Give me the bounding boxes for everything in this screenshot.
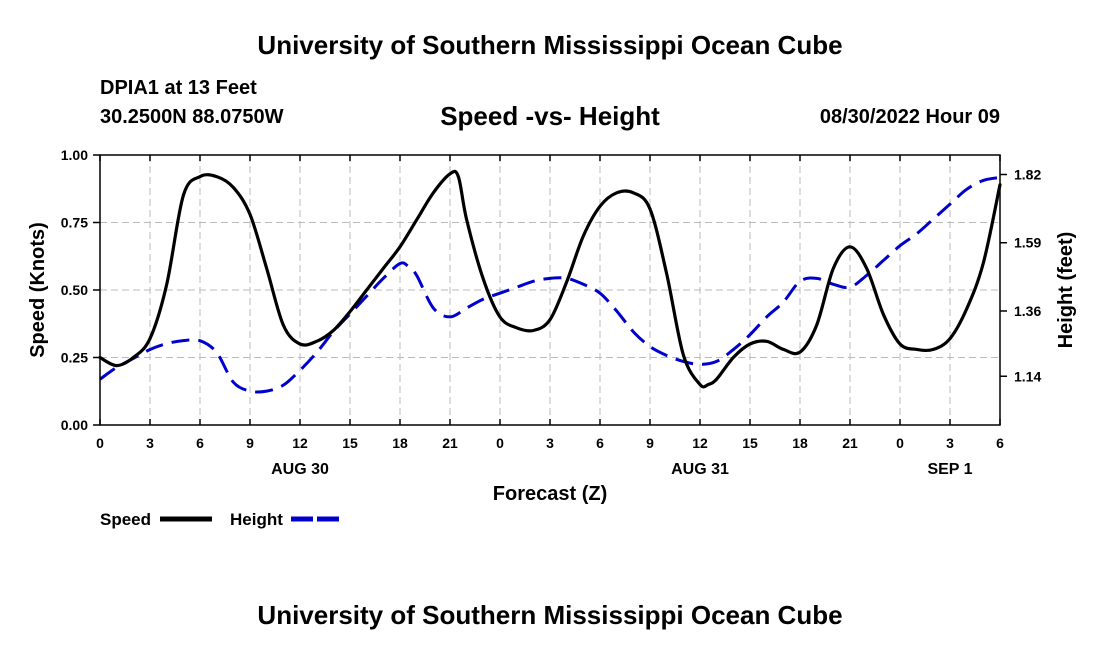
chart-title: Speed -vs- Height [440,101,660,131]
y-axis-title: Speed (Knots) [27,222,49,358]
x-tick-label: 3 [146,435,154,451]
x-tick-label: 12 [292,435,308,451]
legend-height-label: Height [230,510,283,529]
x-tick-label: 12 [692,435,708,451]
x-tick-label: 0 [496,435,504,451]
x-tick-label: 3 [546,435,554,451]
x-date-label: SEP 1 [927,461,972,478]
x-tick-label: 9 [646,435,654,451]
grid [100,155,1000,425]
y-tick-label: 1.00 [61,147,88,163]
x-tick-label: 9 [246,435,254,451]
y2-tick-label: 1.82 [1014,166,1041,182]
x-tick-label: 18 [792,435,808,451]
station-name: DPIA1 at 13 Feet [100,77,257,99]
x-tick-label: 0 [896,435,904,451]
y2-axis-title: Height (feet) [1055,232,1077,349]
legend: Speed Height [100,510,343,529]
y-tick-label: 0.50 [61,282,88,298]
x-tick-label: 3 [946,435,954,451]
x-tick-label: 6 [996,435,1004,451]
y-tick-label: 0.25 [61,350,88,366]
x-date-label: AUG 31 [671,461,729,478]
y2-tick-label: 1.36 [1014,303,1041,319]
axes: 0 3 6 9 12 15 18 21 0 3 6 9 12 15 18 21 0 3 6 AUG 30 AUG 31 S… [61,147,1042,478]
x-date-label: AUG 30 [271,461,329,478]
series-layer [98,169,1002,394]
x-tick-label: 21 [442,435,458,451]
x-tick-label: 15 [342,435,358,451]
x-tick-label: 15 [742,435,758,451]
forecast-datetime: 08/30/2022 Hour 09 [819,106,1000,128]
speed-series-line [98,169,1002,389]
x-tick-label: 0 [96,435,104,451]
y-tick-label: 0.00 [61,417,88,433]
x-tick-label: 18 [392,435,408,451]
y2-tick-label: 1.14 [1014,368,1041,384]
legend-speed-label: Speed [100,510,151,529]
x-tick-label: 6 [196,435,204,451]
x-axis-title: Forecast (Z) [493,483,607,505]
x-tick-label: 6 [596,435,604,451]
y2-tick-label: 1.59 [1014,235,1041,251]
x-tick-label: 21 [842,435,858,451]
main-title: University of Southern Mississippi Ocean… [257,30,843,60]
footer-title: University of Southern Mississippi Ocean… [257,600,843,630]
y-tick-label: 0.75 [61,215,88,231]
station-coordinates: 30.2500N 88.0750W [100,106,284,128]
